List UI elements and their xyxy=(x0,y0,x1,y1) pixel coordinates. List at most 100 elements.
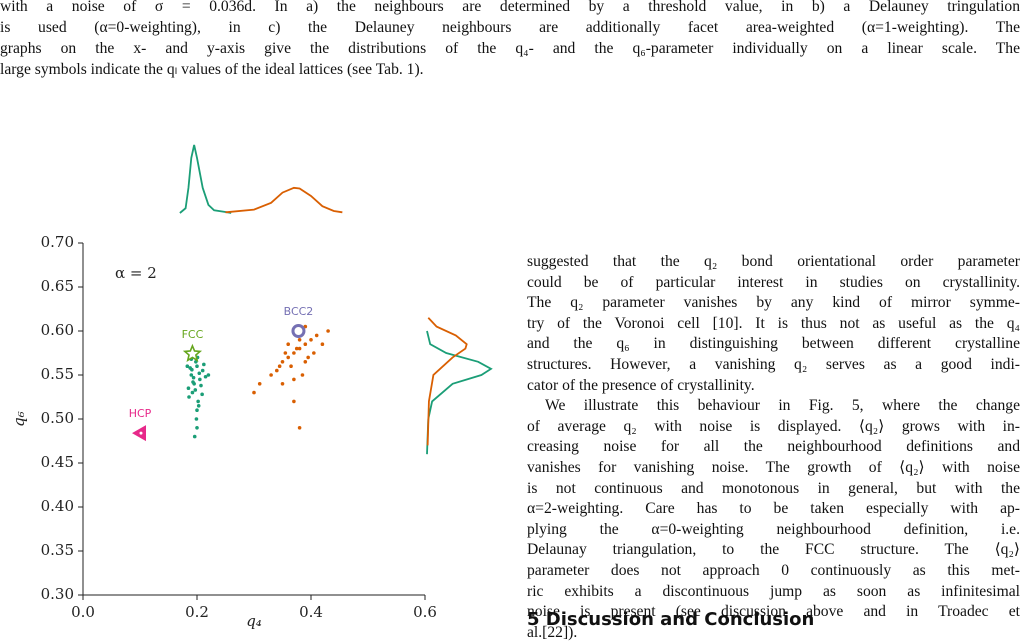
point xyxy=(203,374,208,379)
point xyxy=(189,373,194,377)
point xyxy=(280,360,285,364)
chart: 0.30 0.35 0.40 0.45 0.50 0.55 0.60 0.65 0.70 0.0 0… xyxy=(10,144,493,630)
point xyxy=(283,351,288,355)
point xyxy=(257,382,262,386)
x-axis-label: q₄ xyxy=(246,612,262,630)
point xyxy=(197,371,202,376)
point xyxy=(292,351,296,355)
point xyxy=(194,417,199,421)
body-line: is not continuous and monotonous in gene… xyxy=(527,479,1020,497)
body-line: creasing noise for all the neighbourhood… xyxy=(527,438,1020,456)
body-line: ric exhibits a discontinuous jump as soo… xyxy=(527,582,1020,600)
x-tick-label: 0.4 xyxy=(299,603,323,621)
point xyxy=(252,390,256,395)
x-tick-label: 0.2 xyxy=(185,603,209,621)
point xyxy=(200,368,205,373)
point xyxy=(202,362,206,367)
point xyxy=(193,388,198,392)
body-line: cator of the presence of crystallinity. xyxy=(527,376,755,394)
y-tick-label: 0.70 xyxy=(41,233,74,251)
lattice-marker-dot xyxy=(139,431,143,435)
point xyxy=(199,383,203,388)
body-line: could be of particular interest in studi… xyxy=(527,273,1020,291)
body-line: plying the α=0-weighting neighbourhood d… xyxy=(527,520,1020,538)
y-axis-label: q₆ xyxy=(10,411,28,427)
body-line: noise is present (see discussion above a… xyxy=(527,603,1020,621)
point xyxy=(289,364,293,369)
x-tick-label: 0.6 xyxy=(413,603,437,621)
section-heading: 5 Discussion and Conclusion xyxy=(527,609,815,630)
point xyxy=(292,377,296,382)
point xyxy=(187,395,191,399)
point xyxy=(195,408,199,413)
lattice-label: HCP xyxy=(129,407,152,420)
point xyxy=(195,426,199,430)
body-line: Delaunay triangulation, to the FCC struc… xyxy=(527,541,1020,559)
y-tick-label: 0.60 xyxy=(41,321,74,339)
point xyxy=(297,426,302,430)
point xyxy=(320,342,325,347)
lattice-marker xyxy=(291,324,306,338)
point xyxy=(269,373,273,377)
body-line: vanishes for vanishing noise. The growth… xyxy=(527,459,1020,476)
y-tick-label: 0.40 xyxy=(41,497,74,515)
point xyxy=(294,346,299,351)
point xyxy=(195,364,199,369)
lattice-marker xyxy=(132,425,146,442)
point xyxy=(206,373,211,377)
point xyxy=(280,382,285,386)
caption-line: with a noise of σ = 0.036d. In a) the ne… xyxy=(0,0,1020,15)
y-density-line xyxy=(426,317,468,446)
point xyxy=(190,367,194,372)
point xyxy=(190,390,195,395)
y-tick-label: 0.55 xyxy=(41,365,74,383)
caption-line: large symbols indicate the qₗ values of … xyxy=(0,61,424,78)
body-line: of average q₂ with noise is displayed. ⟨… xyxy=(527,417,1020,435)
y-density-line xyxy=(426,330,493,455)
y-tick-label: 0.30 xyxy=(41,585,74,603)
body-line: parameter does not approach 0 continuous… xyxy=(527,562,1020,579)
annotation: α = 2 xyxy=(115,264,157,282)
point xyxy=(312,351,316,355)
point xyxy=(297,338,302,342)
point xyxy=(191,380,195,384)
point xyxy=(314,333,319,338)
point xyxy=(192,434,197,439)
lattice-label: BCC2 xyxy=(284,305,314,318)
point xyxy=(286,342,291,347)
body-line: and the q₆ in distinguishing between dif… xyxy=(527,335,1020,353)
point xyxy=(196,404,201,408)
point xyxy=(198,377,202,382)
point xyxy=(292,399,296,404)
point xyxy=(297,346,302,351)
body-line: The q₂ parameter vanishes by any kind of… xyxy=(527,294,1020,312)
y-tick-label: 0.45 xyxy=(41,453,74,471)
caption-line: is used (α=0-weighting), in c) the Delau… xyxy=(0,19,1020,36)
point xyxy=(306,355,310,360)
x-density-line xyxy=(179,144,232,214)
body-line: α=2-weighting. Care has to be taken espe… xyxy=(527,500,1020,518)
y-tick-label: 0.35 xyxy=(41,541,74,559)
body-line: try of the Voronoi cell [10]. It is thus… xyxy=(527,314,1020,332)
point xyxy=(286,355,291,360)
point xyxy=(185,364,190,369)
point xyxy=(277,364,282,369)
point xyxy=(326,329,330,333)
point xyxy=(303,360,308,364)
point xyxy=(196,399,200,404)
point xyxy=(300,373,305,377)
body-line: suggested that the q₂ bond orientational… xyxy=(527,253,1020,270)
point xyxy=(200,392,204,397)
x-density-line xyxy=(225,186,343,214)
point xyxy=(275,368,279,373)
point xyxy=(191,375,196,380)
lattice-label: FCC xyxy=(182,328,204,341)
body-line: We illustrate this behaviour in Fig. 5, … xyxy=(545,397,1020,415)
point xyxy=(303,342,308,347)
x-tick-label: 0.0 xyxy=(71,603,95,621)
caption-line: graphs on the x- and y-axis give the dis… xyxy=(0,40,1020,57)
lattice-marker xyxy=(182,343,203,363)
y-tick-label: 0.50 xyxy=(41,409,74,427)
y-tick-label: 0.65 xyxy=(41,277,74,295)
